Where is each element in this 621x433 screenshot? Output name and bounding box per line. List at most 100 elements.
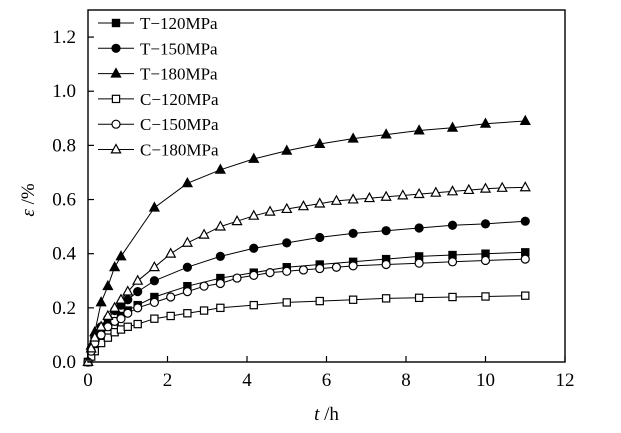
- data-point: [363, 191, 376, 203]
- data-point: [520, 216, 530, 226]
- data-point: [115, 293, 127, 304]
- data-point: [281, 202, 293, 214]
- data-point: [315, 263, 325, 274]
- data-point: [102, 279, 114, 291]
- data-point: [102, 309, 114, 320]
- data-point: [181, 177, 193, 188]
- data-point: [249, 300, 258, 310]
- data-point: [380, 190, 392, 201]
- data-point: [446, 121, 459, 132]
- data-point: [214, 220, 226, 231]
- data-point: [380, 128, 392, 139]
- data-point: [122, 285, 134, 296]
- y-axis-title: ε /%: [18, 183, 39, 217]
- data-point: [463, 183, 475, 195]
- y-tick-label: 0.6: [52, 190, 76, 211]
- axis-ticks: 0 2 4 6 8 10 12 0.0 0.2 0.4 0.6 0.8 1.0 1.2: [52, 27, 574, 391]
- data-point: [381, 226, 391, 236]
- data-point: [89, 331, 101, 342]
- data-point: [265, 268, 275, 278]
- legend-label: T−120MPa: [140, 14, 218, 33]
- x-tick-label: 0: [83, 370, 93, 391]
- series-line-6: [87, 186, 526, 363]
- data-point: [116, 314, 126, 324]
- data-point: [150, 314, 159, 323]
- y-tick-label: 0.8: [52, 135, 76, 156]
- data-point: [414, 223, 424, 233]
- data-point: [413, 124, 425, 135]
- data-point: [381, 259, 391, 270]
- legend-marker: [110, 67, 122, 78]
- data-point: [133, 287, 143, 297]
- data-point: [348, 228, 358, 238]
- y-tick-label: 1.2: [52, 27, 76, 48]
- data-point: [116, 325, 126, 334]
- data-point: [249, 270, 259, 280]
- data-point: [447, 220, 458, 230]
- data-point: [480, 219, 491, 229]
- data-point: [315, 232, 325, 243]
- data-point: [166, 311, 175, 321]
- data-point: [181, 236, 193, 247]
- data-point: [519, 181, 531, 192]
- data-point: [314, 197, 326, 208]
- data-point: [148, 201, 160, 212]
- x-tick-label: 8: [401, 370, 411, 391]
- x-tick-label: 6: [322, 370, 332, 391]
- y-axis-unit: /%: [18, 183, 39, 209]
- data-point: [215, 278, 225, 289]
- data-point: [521, 291, 530, 300]
- legend-label: C−150MPa: [140, 115, 219, 134]
- legend-label: T−180MPa: [140, 65, 218, 84]
- data-point: [315, 296, 324, 306]
- data-point: [480, 255, 491, 266]
- data-point: [85, 342, 97, 353]
- x-axis-unit: /h: [319, 404, 339, 425]
- data-point: [348, 295, 358, 304]
- data-point: [347, 132, 359, 143]
- legend-marker: [110, 143, 122, 154]
- data-point: [216, 303, 225, 313]
- data-point: [248, 209, 260, 220]
- y-tick-label: 1.0: [52, 81, 76, 102]
- data-point: [414, 258, 424, 268]
- data-point: [132, 274, 144, 285]
- data-point: [496, 181, 508, 192]
- legend-marker: [111, 119, 121, 129]
- legend-label: T−150MPa: [140, 39, 218, 58]
- data-point: [95, 320, 107, 331]
- data-point: [381, 294, 391, 303]
- plot-frame: [87, 9, 566, 363]
- data-point: [165, 247, 177, 258]
- data-point: [348, 261, 358, 271]
- x-axis-variable: t: [314, 404, 320, 425]
- legend-label: C−180MPa: [140, 141, 219, 160]
- data-point: [479, 182, 492, 193]
- data-point: [248, 152, 260, 163]
- data-point: [231, 214, 243, 226]
- y-tick-label: 0.2: [52, 298, 76, 319]
- data-point: [330, 194, 343, 205]
- data-point: [282, 238, 292, 248]
- data-point: [115, 250, 127, 261]
- data-point: [413, 187, 425, 199]
- data-point: [282, 298, 291, 307]
- y-axis-variable: ε: [18, 209, 39, 217]
- x-tick-label: 10: [476, 370, 495, 391]
- series-line-5: [87, 258, 526, 363]
- legend: T−120MPa T−150MPa T−180MPa C−120MPa C−150MPa…: [98, 14, 219, 160]
- data-point: [149, 297, 159, 308]
- data-point: [298, 265, 309, 275]
- data-point: [430, 186, 442, 197]
- data-point: [520, 254, 530, 264]
- data-point: [148, 260, 160, 272]
- data-point: [199, 281, 209, 291]
- data-point: [109, 301, 121, 312]
- legend-marker: [111, 43, 121, 53]
- x-tick-label: 12: [556, 370, 575, 391]
- data-point: [249, 243, 259, 253]
- data-point: [214, 163, 226, 174]
- data-point: [314, 137, 326, 149]
- data-point: [182, 262, 192, 272]
